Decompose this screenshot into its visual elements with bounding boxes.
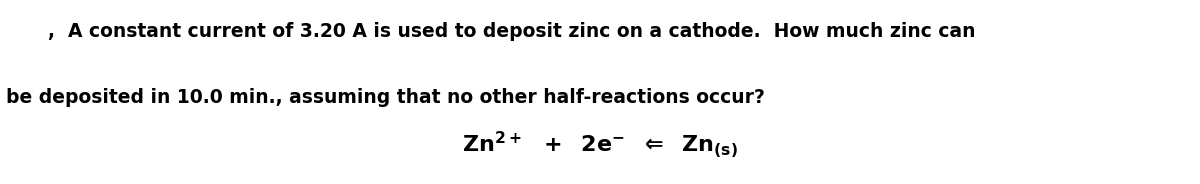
Text: ,  A constant current of 3.20 A is used to deposit zinc on a cathode.  How much : , A constant current of 3.20 A is used t… xyxy=(48,22,976,41)
Text: $\bf{Zn^{2+}\ \ +\ \ 2e^{-}\ \ \Leftarrow\ \ Zn_{(s)}}$: $\bf{Zn^{2+}\ \ +\ \ 2e^{-}\ \ \Leftarro… xyxy=(462,129,738,160)
Text: be deposited in 10.0 min., assuming that no other half-reactions occur?: be deposited in 10.0 min., assuming that… xyxy=(6,88,764,107)
